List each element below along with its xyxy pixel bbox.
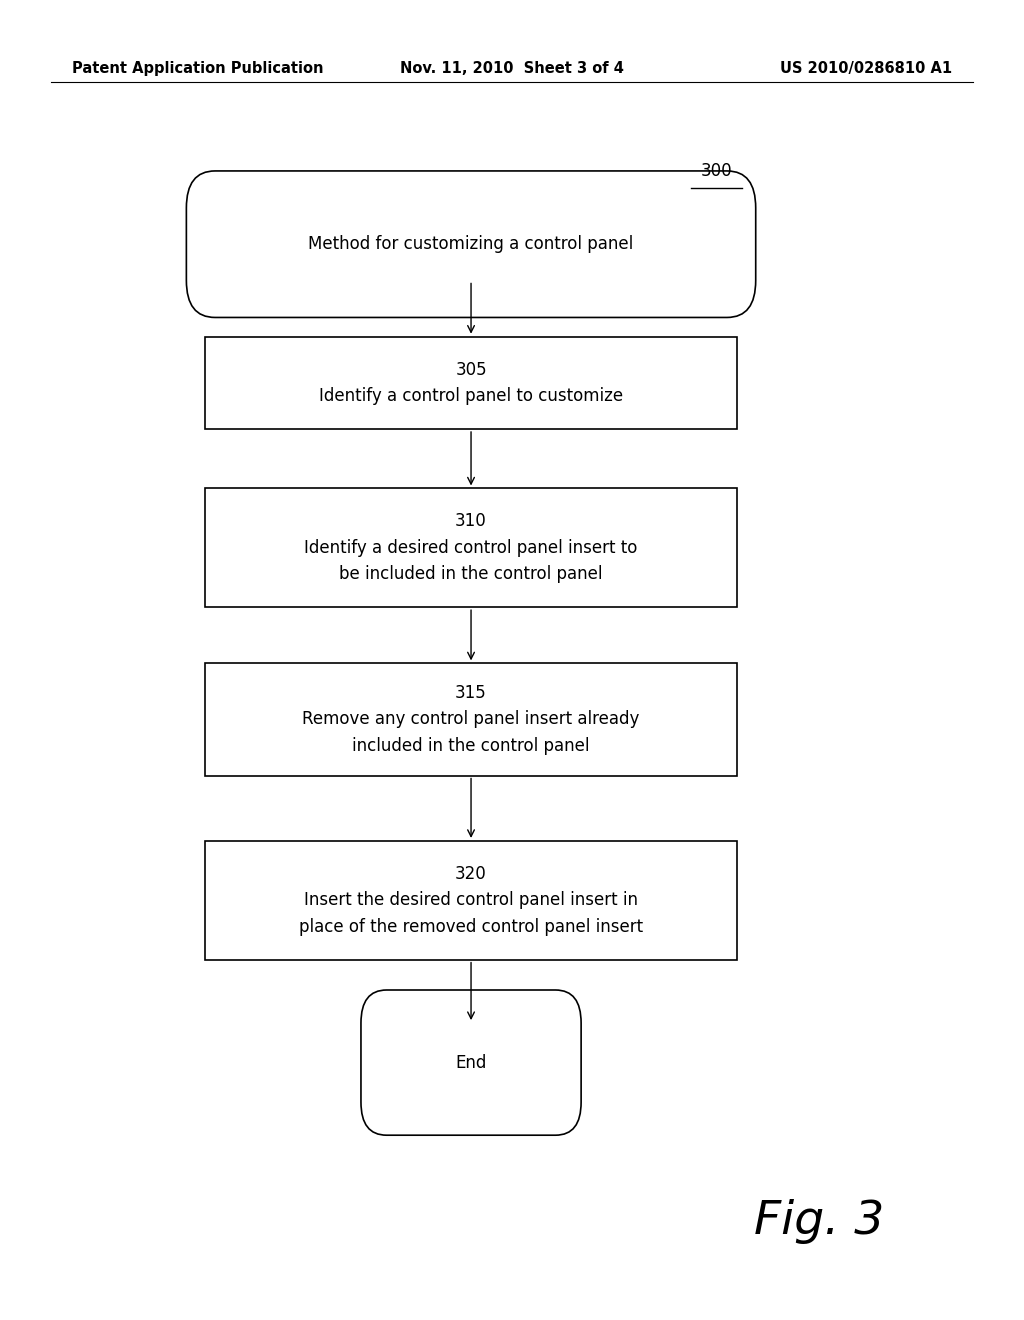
Bar bbox=[205, 663, 737, 776]
Bar bbox=[205, 841, 737, 960]
FancyBboxPatch shape bbox=[186, 172, 756, 318]
Text: Fig. 3: Fig. 3 bbox=[754, 1199, 885, 1243]
Text: Nov. 11, 2010  Sheet 3 of 4: Nov. 11, 2010 Sheet 3 of 4 bbox=[400, 61, 624, 77]
Bar bbox=[205, 488, 737, 607]
Text: 300: 300 bbox=[701, 162, 732, 180]
Bar bbox=[205, 337, 737, 429]
Text: US 2010/0286810 A1: US 2010/0286810 A1 bbox=[780, 61, 952, 77]
Text: 320
Insert the desired control panel insert in
place of the removed control pane: 320 Insert the desired control panel ins… bbox=[299, 865, 643, 936]
Text: 305
Identify a control panel to customize: 305 Identify a control panel to customiz… bbox=[319, 360, 623, 405]
FancyBboxPatch shape bbox=[360, 990, 582, 1135]
Text: End: End bbox=[456, 1053, 486, 1072]
Text: Patent Application Publication: Patent Application Publication bbox=[72, 61, 324, 77]
Text: Method for customizing a control panel: Method for customizing a control panel bbox=[308, 235, 634, 253]
Text: 310
Identify a desired control panel insert to
be included in the control panel: 310 Identify a desired control panel ins… bbox=[304, 512, 638, 583]
Text: 315
Remove any control panel insert already
included in the control panel: 315 Remove any control panel insert alre… bbox=[302, 684, 640, 755]
